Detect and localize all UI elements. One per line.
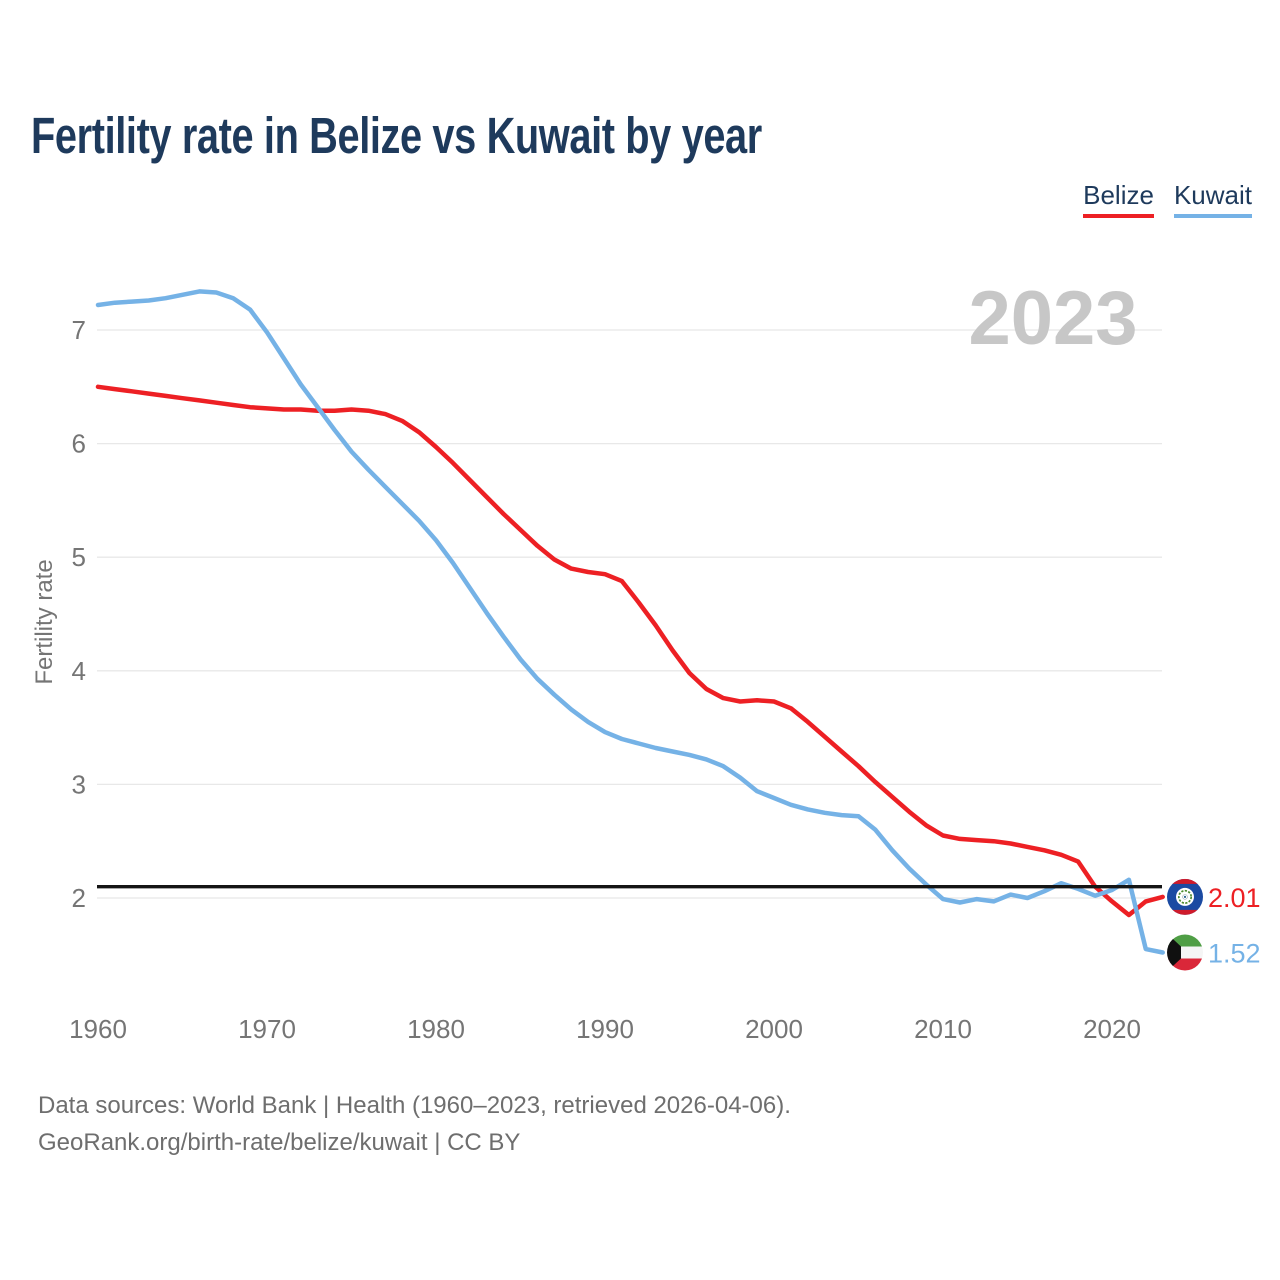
x-tick-label-1960: 1960 <box>69 1014 127 1044</box>
end-value-belize: 2.01 <box>1208 883 1261 913</box>
x-tick-label-2000: 2000 <box>745 1014 803 1044</box>
y-tick-label-6: 6 <box>72 429 86 459</box>
x-tick-label-2020: 2020 <box>1083 1014 1141 1044</box>
legend: Belize Kuwait <box>1083 180 1252 218</box>
series-line-kuwait[interactable] <box>95 289 1165 955</box>
y-tick-label-3: 3 <box>72 769 86 799</box>
belize-flag-icon <box>1167 878 1203 915</box>
series-line-belize[interactable] <box>95 384 1165 918</box>
x-tick-label-1990: 1990 <box>576 1014 634 1044</box>
y-axis-title: Fertility rate <box>31 559 58 684</box>
x-tick-label-2010: 2010 <box>914 1014 972 1044</box>
y-tick-label-7: 7 <box>72 315 86 345</box>
y-tick-label-4: 4 <box>72 656 86 686</box>
footer-license-line: GeoRank.org/birth-rate/belize/kuwait | C… <box>38 1129 521 1156</box>
end-value-kuwait: 1.52 <box>1208 939 1261 969</box>
watermark-year: 2023 <box>968 276 1137 361</box>
footer: Data sources: World Bank | Health (1960–… <box>38 1087 791 1161</box>
kuwait-flag-icon <box>1167 934 1203 971</box>
x-tick-label-1980: 1980 <box>407 1014 465 1044</box>
legend-item-belize[interactable]: Belize <box>1083 180 1154 218</box>
y-tick-label-2: 2 <box>72 883 86 913</box>
y-tick-label-5: 5 <box>72 542 86 572</box>
footer-source-line: Data sources: World Bank | Health (1960–… <box>38 1092 791 1119</box>
x-tick-label-1970: 1970 <box>238 1014 296 1044</box>
legend-item-kuwait[interactable]: Kuwait <box>1173 180 1252 218</box>
page-title: Fertility rate in Belize vs Kuwait by ye… <box>31 107 762 164</box>
